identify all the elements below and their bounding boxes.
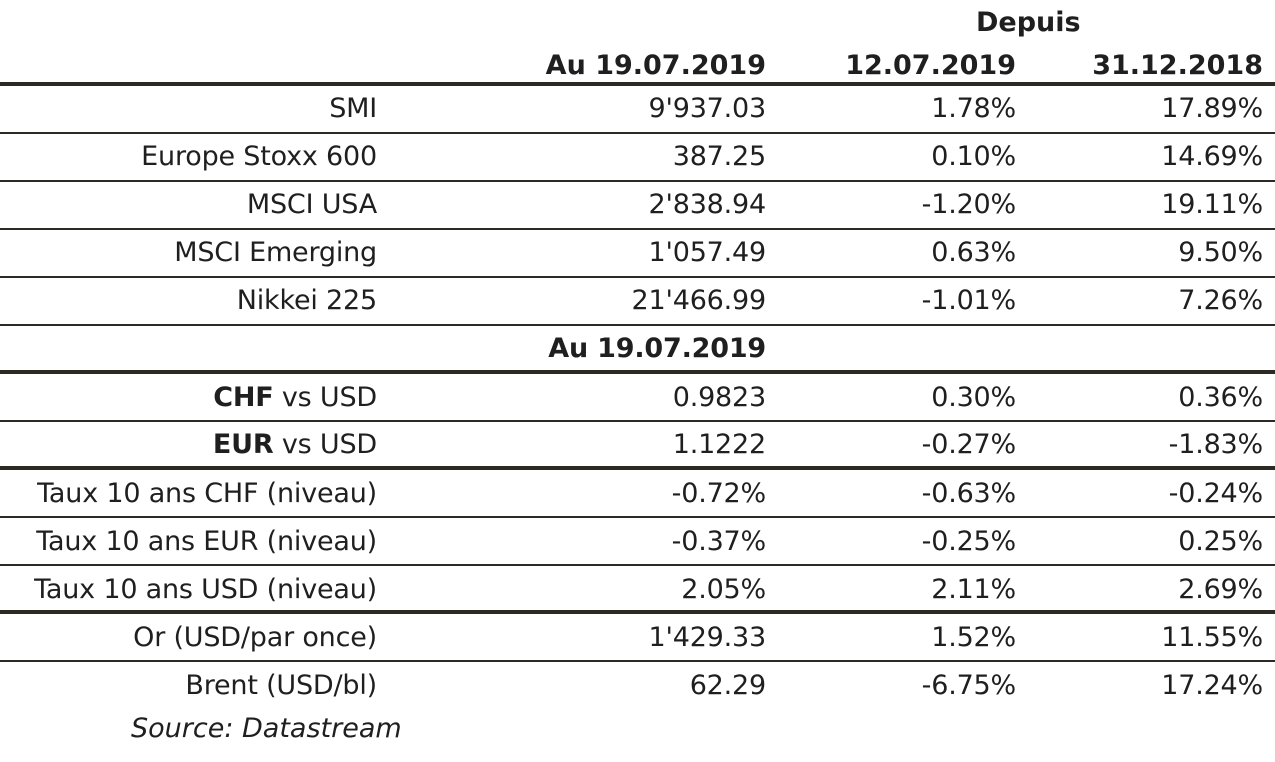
source-note: Source: Datastream — [131, 713, 402, 744]
row-divider — [0, 228, 1275, 230]
row-ytd-change: 9.50% — [1178, 237, 1263, 268]
table-row: Nikkei 225 21'466.99 -1.01% 7.26% — [0, 277, 1275, 325]
row-value: 2.05% — [681, 574, 766, 605]
row-value: 1'429.33 — [648, 622, 767, 653]
row-week-change: 0.30% — [931, 382, 1016, 413]
row-value: 0.9823 — [672, 382, 766, 413]
row-ytd-change: 11.55% — [1161, 622, 1263, 653]
row-week-change: -6.75% — [921, 670, 1017, 701]
table-row: MSCI USA 2'838.94 -1.20% 19.11% — [0, 181, 1275, 229]
row-ytd-change: 14.69% — [1161, 141, 1263, 172]
table-row: Taux 10 ans EUR (niveau) -0.37% -0.25% 0… — [0, 518, 1275, 566]
row-week-change: 1.52% — [931, 622, 1016, 653]
table-row: Brent (USD/bl) 62.29 -6.75% 17.24% — [0, 662, 1275, 710]
header-col-current: Au 19.07.2019 — [545, 50, 766, 81]
currency-code: CHF — [213, 382, 274, 413]
table-row: SMI 9'937.03 1.78% 17.89% — [0, 85, 1275, 133]
row-label: Europe Stoxx 600 — [141, 141, 377, 172]
section-rule — [0, 370, 1275, 374]
row-divider — [0, 180, 1275, 182]
row-week-change: -0.25% — [921, 526, 1017, 557]
row-divider — [0, 660, 1275, 662]
row-week-change: -0.27% — [921, 429, 1017, 460]
row-value: -0.72% — [671, 478, 767, 509]
row-value: 2'838.94 — [648, 189, 767, 220]
header-col-week: 12.07.2019 — [845, 50, 1016, 81]
currency-code: EUR — [212, 429, 274, 460]
header-depuis: Depuis — [976, 7, 1081, 38]
row-label: SMI — [329, 93, 377, 124]
section-rule — [0, 466, 1275, 470]
row-ytd-change: 2.69% — [1178, 574, 1263, 605]
row-ytd-change: -1.83% — [1168, 429, 1264, 460]
row-label: CHF vs USD — [213, 374, 377, 422]
row-value: 9'937.03 — [648, 93, 767, 124]
section-rule — [0, 610, 1275, 614]
row-week-change: -1.20% — [921, 189, 1017, 220]
row-ytd-change: 0.25% — [1178, 526, 1263, 557]
row-week-change: -0.63% — [921, 478, 1017, 509]
row-label: MSCI Emerging — [174, 237, 377, 268]
table-row: Taux 10 ans USD (niveau) 2.05% 2.11% 2.6… — [0, 566, 1275, 614]
row-ytd-change: 17.89% — [1161, 93, 1263, 124]
table-row: Taux 10 ans CHF (niveau) -0.72% -0.63% -… — [0, 470, 1275, 518]
row-value: -0.37% — [671, 526, 767, 557]
row-week-change: -1.01% — [921, 285, 1017, 316]
row-label: Nikkei 225 — [236, 285, 377, 316]
row-value: 1'057.49 — [648, 237, 767, 268]
row-week-change: 0.10% — [931, 141, 1016, 172]
row-value: 387.25 — [672, 141, 766, 172]
table-row: Or (USD/par once) 1'429.33 1.52% 11.55% — [0, 614, 1275, 662]
row-divider — [0, 132, 1275, 134]
row-divider — [0, 564, 1275, 566]
row-divider — [0, 276, 1275, 278]
section-header: Au 19.07.2019 — [548, 333, 766, 364]
table-row: MSCI Emerging 1'057.49 0.63% 9.50% — [0, 229, 1275, 277]
row-value: 21'466.99 — [631, 285, 767, 316]
section-header-row: Au 19.07.2019 — [0, 325, 1275, 373]
row-week-change: 0.63% — [931, 237, 1016, 268]
row-ytd-change: 0.36% — [1178, 382, 1263, 413]
row-label: Taux 10 ans EUR (niveau) — [36, 526, 377, 557]
row-label: Taux 10 ans USD (niveau) — [34, 574, 377, 605]
row-divider — [0, 516, 1275, 518]
header-col-ytd: 31.12.2018 — [1092, 50, 1263, 81]
row-ytd-change: 7.26% — [1178, 285, 1263, 316]
header-rule — [0, 82, 1275, 86]
row-week-change: 1.78% — [931, 93, 1016, 124]
row-value: 1.1222 — [672, 429, 766, 460]
row-label: MSCI USA — [246, 189, 377, 220]
row-week-change: 2.11% — [931, 574, 1016, 605]
row-ytd-change: -0.24% — [1168, 478, 1264, 509]
row-label-rest: vs USD — [273, 382, 377, 413]
row-label: Or (USD/par once) — [133, 622, 377, 653]
table-row: EUR vs USD 1.1222 -0.27% -1.83% — [0, 421, 1275, 469]
row-divider — [0, 324, 1275, 326]
table-row: Europe Stoxx 600 387.25 0.10% 14.69% — [0, 133, 1275, 181]
row-ytd-change: 17.24% — [1161, 670, 1263, 701]
row-value: 62.29 — [689, 670, 766, 701]
table-row: CHF vs USD 0.9823 0.30% 0.36% — [0, 374, 1275, 422]
row-divider — [0, 420, 1275, 422]
row-ytd-change: 19.11% — [1161, 189, 1263, 220]
row-label: EUR vs USD — [213, 421, 377, 469]
row-label: Taux 10 ans CHF (niveau) — [37, 478, 377, 509]
row-label: Brent (USD/bl) — [185, 670, 377, 701]
row-label-rest: vs USD — [273, 429, 377, 460]
